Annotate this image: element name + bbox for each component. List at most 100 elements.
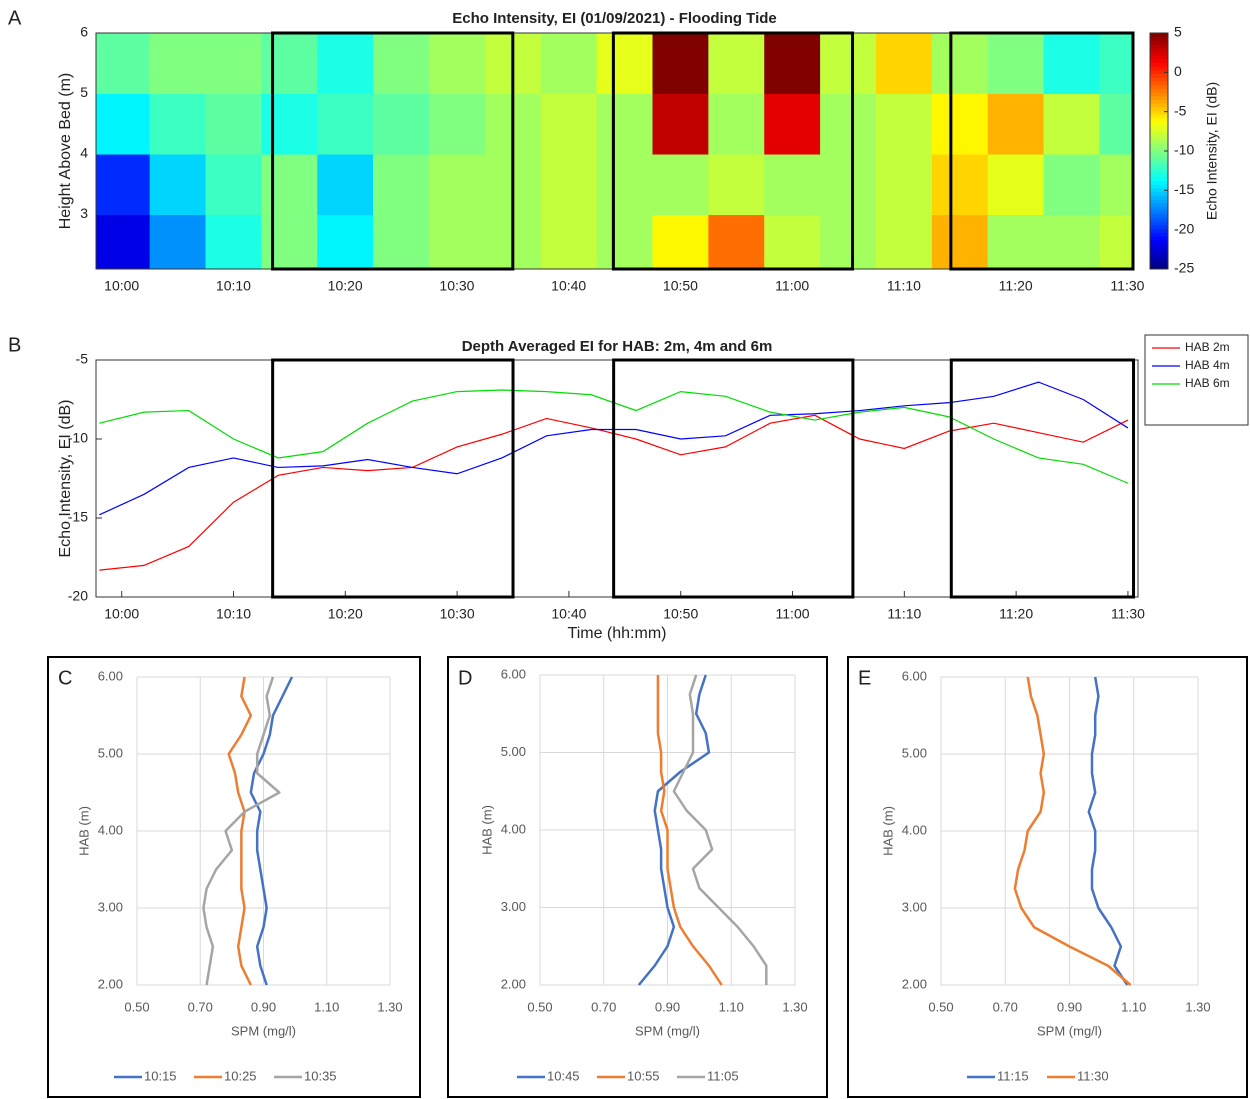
chart-title: Echo Intensity, EI (01/09/2021) - Floodi… <box>452 10 777 27</box>
x-tick-label: 0.70 <box>188 999 213 1014</box>
legend-label: HAB 4m <box>1185 358 1230 372</box>
x-tick-label: 1.30 <box>1185 999 1210 1014</box>
colorbar-band <box>1150 147 1168 152</box>
panel-frame <box>847 656 1248 1098</box>
legend-box <box>1144 334 1249 426</box>
y-tick-label: 3.00 <box>902 899 927 914</box>
heatmap-cell <box>317 93 374 155</box>
colorbar-band <box>1150 246 1168 252</box>
colorbar-band <box>1150 151 1168 156</box>
colorbar-band <box>1150 158 1168 163</box>
heatmap-cell <box>373 33 430 95</box>
heatmap-cell <box>931 214 989 269</box>
x-axis-label: SPM (mg/l) <box>231 1023 296 1038</box>
y-tick-label: -5 <box>76 351 89 367</box>
colorbar-band <box>1150 58 1168 63</box>
colorbar-band <box>1150 187 1168 193</box>
highlight-window <box>611 31 855 271</box>
colorbar-band <box>1150 206 1168 211</box>
y-tick-label: 5 <box>80 84 88 100</box>
heatmap-cell <box>1099 33 1133 95</box>
colorbar-band <box>1150 121 1168 126</box>
heatmap-cell <box>931 33 989 95</box>
heatmap-cell <box>652 214 709 269</box>
heatmap-cell <box>931 154 989 216</box>
x-tick-label: 11:10 <box>887 606 921 622</box>
y-tick-label: 4 <box>80 145 88 161</box>
colorbar-band <box>1150 125 1168 130</box>
colorbar-band <box>1150 235 1168 240</box>
heatmap-cell <box>820 154 877 216</box>
highlight-window <box>949 358 1136 599</box>
colorbar-band <box>1150 165 1168 170</box>
x-tick-label: 10:30 <box>439 278 474 294</box>
heatmap-cell <box>540 154 598 216</box>
y-tick-label: 5.00 <box>501 744 526 759</box>
x-tick-label: 0.50 <box>527 999 552 1014</box>
heatmap-cell <box>96 154 151 216</box>
heatmap-cell <box>596 93 653 155</box>
heatmap-cell <box>261 154 318 216</box>
y-tick-label: 6.00 <box>902 668 927 683</box>
colorbar-band <box>1150 232 1168 237</box>
y-tick-label: 5.00 <box>98 745 123 760</box>
x-tick-label: 11:00 <box>775 278 809 294</box>
heatmap-cell <box>1099 93 1133 155</box>
heatmap-cell <box>1099 214 1133 269</box>
y-tick-label: 2.00 <box>501 976 526 991</box>
x-tick-label: 1.10 <box>1121 999 1146 1014</box>
x-tick-label: 0.50 <box>124 999 149 1014</box>
chart-title: Depth Averaged EI for HAB: 2m, 4m and 6m <box>462 338 773 355</box>
x-axis-label: SPM (mg/l) <box>635 1023 700 1038</box>
x-tick-label: 10:40 <box>551 278 586 294</box>
heatmap-cell <box>596 154 653 216</box>
heatmap-cell <box>596 214 653 269</box>
panel-letter: A <box>8 7 22 29</box>
x-tick-label: 0.90 <box>1057 999 1082 1014</box>
colorbar-band <box>1150 224 1168 229</box>
heatmap-cell <box>261 214 318 269</box>
colorbar-band <box>1150 261 1168 266</box>
data-line <box>249 676 294 986</box>
colorbar-band <box>1150 103 1168 108</box>
heatmap-cell <box>987 33 1045 95</box>
y-tick-label: 3.00 <box>501 899 526 914</box>
colorbar-band <box>1150 250 1168 255</box>
panel-letter: B <box>8 334 21 356</box>
colorbar-band <box>1150 92 1168 97</box>
data-line <box>1013 676 1132 986</box>
colorbar-band <box>1150 154 1168 159</box>
y-tick-label: 3 <box>80 205 88 221</box>
y-tick-label: 6.00 <box>98 668 123 683</box>
colorbar-band <box>1150 95 1168 100</box>
y-axis-label: Echo Intensity, EI (dB) <box>57 400 74 558</box>
x-tick-label: 11:20 <box>999 606 1033 622</box>
colorbar-band <box>1150 117 1168 122</box>
heatmap-cell <box>931 93 989 155</box>
colorbar-band <box>1150 73 1168 78</box>
heatmap-cell <box>1099 154 1133 216</box>
heatmap-cell <box>149 93 207 155</box>
highlight-window <box>612 358 855 599</box>
colorbar-band <box>1150 180 1168 185</box>
heatmap-cell <box>96 214 151 269</box>
heatmap-cell <box>987 154 1045 216</box>
colorbar-band <box>1150 257 1168 263</box>
colorbar-band <box>1150 51 1168 56</box>
data-line <box>656 675 723 986</box>
heatmap-cell <box>429 154 486 216</box>
colorbar-band <box>1150 84 1168 89</box>
colorbar-band <box>1150 110 1168 115</box>
heatmap-cell <box>1043 154 1100 216</box>
heatmap-cell <box>708 93 765 155</box>
y-tick-label: 4.00 <box>902 822 927 837</box>
heatmap-cell <box>373 154 430 216</box>
colorbar-band <box>1150 136 1168 141</box>
data-line <box>202 676 281 986</box>
y-tick-label: 6.00 <box>501 666 526 681</box>
heatmap-cell <box>205 33 262 95</box>
colorbar-band <box>1150 44 1168 49</box>
colorbar-band <box>1150 88 1168 93</box>
